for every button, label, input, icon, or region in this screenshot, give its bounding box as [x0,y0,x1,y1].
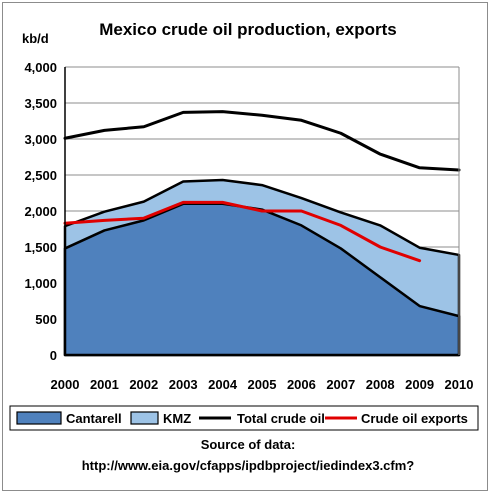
y-tick-label-4000: 4,000 [24,60,57,75]
y-tick-labels: 0 500 1,000 1,500 2,000 2,500 3,000 3,500 4,000 [24,60,57,363]
x-tick-label-2008: 2008 [366,377,395,392]
line-total-crude-oil [63,110,461,172]
axes [64,67,460,356]
y-tick-label-1000: 1,000 [24,276,57,291]
x-tick-label-2005: 2005 [248,377,277,392]
legend-box [9,405,479,431]
legend-swatch-kmz [130,411,159,425]
chart-title: Mexico crude oil production, exports [99,20,397,39]
source-label: Source of data: [201,437,296,452]
y-tick-label-0: 0 [50,348,57,363]
source-url: http://www.eia.gov/cfapps/ipdbproject/ie… [82,458,415,473]
y-tick-label-3500: 3,500 [24,96,57,111]
chart: Mexico crude oil production, exports kb/… [9,20,479,473]
legend: Cantarell KMZ Total crude oil Crude oil exp… [9,405,479,431]
legend-label-cantarell: Cantarell [66,411,122,426]
x-tick-label-2001: 2001 [90,377,119,392]
line-crude-oil-exports [63,200,422,263]
legend-label-total-crude-oil: Total crude oil [237,411,325,426]
area-series [63,178,461,357]
legend-label-crude-oil-exports: Crude oil exports [361,411,468,426]
x-tick-label-2010: 2010 [445,377,474,392]
y-tick-label-3000: 3,000 [24,132,57,147]
y-tick-label-1500: 1,500 [24,240,57,255]
area-cantarell [63,202,461,357]
x-tick-labels: 2000 2001 2002 2003 2004 2005 2006 2007 2008 2009… [51,377,474,392]
y-tick-label-500: 500 [35,312,57,327]
x-tick-label-2003: 2003 [169,377,198,392]
line-series [63,110,461,263]
x-tick-label-2004: 2004 [208,377,238,392]
y-axis-label: kb/d [22,31,49,46]
legend-swatch-cantarell [16,411,62,425]
y-tick-label-2500: 2,500 [24,168,57,183]
x-tick-label-2009: 2009 [405,377,434,392]
x-tick-label-2000: 2000 [51,377,80,392]
x-tick-label-2006: 2006 [287,377,316,392]
x-tick-label-2002: 2002 [129,377,158,392]
legend-label-kmz: KMZ [163,411,191,426]
y-tick-label-2000: 2,000 [24,204,57,219]
x-tick-label-2007: 2007 [326,377,355,392]
